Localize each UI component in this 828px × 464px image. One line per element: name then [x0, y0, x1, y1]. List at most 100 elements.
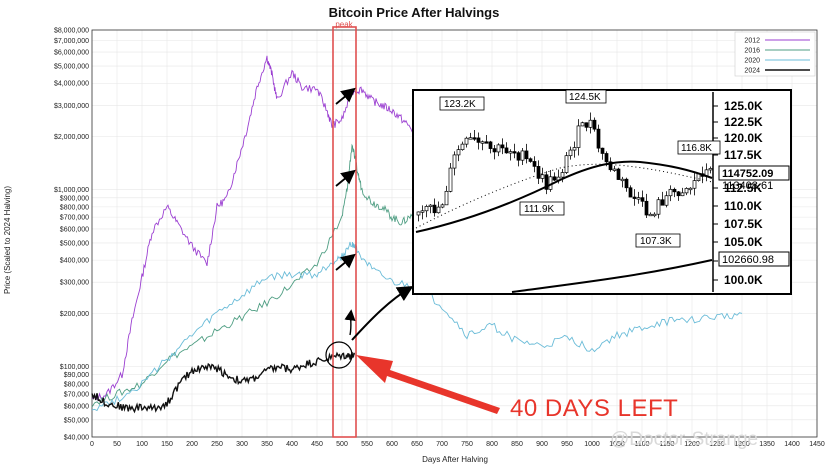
candle-body	[632, 196, 637, 199]
candle-body	[572, 147, 577, 151]
candle-body	[596, 128, 601, 149]
candle-body	[624, 178, 629, 189]
x-tick-label: 1300	[734, 441, 750, 448]
candle-body	[580, 122, 585, 127]
candle-body	[672, 188, 677, 193]
x-tick-label: 1100	[634, 441, 649, 448]
days-left-text: 40 DAYS LEFT	[510, 395, 678, 422]
x-axis-label: Days After Halving	[422, 455, 488, 464]
candle-body	[508, 151, 513, 154]
y-tick-label: $800,000	[60, 204, 89, 211]
y-tick-label: $8,000,000	[54, 28, 89, 35]
y-tick-label: $1,000,000	[54, 187, 89, 194]
candle-body	[528, 158, 533, 162]
callout-box-4	[635, 233, 681, 248]
candle-body	[680, 192, 685, 197]
series-line-2020	[91, 241, 743, 412]
y-tick-label: $90,000	[64, 372, 89, 379]
arrow-to-inset	[351, 285, 414, 341]
y-tick-label: $300,000	[60, 280, 89, 287]
candle-body	[620, 178, 625, 182]
candle-body	[516, 152, 521, 161]
candle-body	[472, 137, 477, 140]
y-tick-label: $5,000,000	[54, 64, 89, 71]
x-tick-labels: 0 50 100 150 200 250 300 350 400 450 500 550 600 650 7…	[90, 441, 825, 448]
candle-body	[628, 187, 633, 198]
callout-box-1	[439, 96, 485, 111]
peak-arrows	[335, 87, 356, 336]
x-tick-label: 350	[261, 441, 273, 448]
candle-body	[492, 148, 497, 153]
candle-body	[640, 197, 645, 202]
candle-body	[444, 190, 449, 206]
y-tick-labels: $40,000 $50,000 $60,000 $70,000 $80,000 $90,0…	[54, 28, 89, 442]
x-tick-label: 950	[561, 441, 573, 448]
x-tick-label: 450	[311, 441, 323, 448]
inset-tick-label: 100.0K	[724, 273, 763, 287]
candle-body	[656, 199, 661, 215]
red-arrow	[356, 355, 500, 414]
candle-body	[576, 125, 581, 148]
inset-price-tags: 114752.09 113408.61 102660.98	[718, 165, 790, 267]
candle-body	[512, 151, 517, 154]
candle-body	[592, 119, 597, 130]
inset-tick-label: 105.0K	[724, 235, 763, 249]
candle-body	[448, 167, 453, 192]
candle-body	[476, 137, 481, 143]
inset-tick-label: 125.0K	[724, 99, 763, 113]
callout-123-2k: 123.2K	[444, 99, 476, 110]
arrow-2024-up	[344, 309, 356, 336]
inset-moving-average-low	[511, 259, 713, 293]
x-tick-label: 1050	[609, 441, 625, 448]
y-tick-label: $500,000	[60, 240, 89, 247]
candle-body	[668, 188, 673, 197]
x-tick-label: 400	[286, 441, 298, 448]
candle-body	[588, 119, 593, 128]
candle-body	[600, 147, 605, 154]
candle-body	[536, 166, 541, 179]
candle-body	[416, 211, 421, 216]
inset-tick-label: 122.5K	[724, 115, 763, 129]
series-line-2024	[91, 351, 356, 414]
inset-tick-label: 107.5K	[724, 217, 763, 231]
legend-label-2024: 2024	[744, 68, 760, 75]
candle-body	[616, 168, 621, 180]
y-tick-label: $100,000	[60, 364, 89, 371]
x-tick-label: 900	[536, 441, 548, 448]
inset-tick-label: 117.5K	[724, 148, 762, 162]
y-tick-label: $80,000	[64, 381, 89, 388]
callout-box-2	[565, 89, 607, 104]
candle-body	[520, 150, 525, 161]
candle-body	[468, 137, 473, 140]
y-tick-label: $50,000	[64, 417, 89, 424]
candle-body	[540, 174, 545, 179]
x-tick-label: 100	[136, 441, 148, 448]
candle-body	[480, 141, 485, 144]
inset-tick-label: 120.0K	[724, 131, 763, 145]
peak-label: peak	[335, 20, 353, 29]
candle-body	[488, 141, 493, 149]
candle-body	[564, 155, 569, 173]
x-tick-label: 250	[211, 441, 223, 448]
callout-124-5k: 124.5K	[569, 92, 601, 103]
candle-body	[652, 213, 657, 217]
y-tick-label: $600,000	[60, 226, 89, 233]
candle-body	[612, 168, 617, 171]
candle-body	[496, 144, 501, 153]
x-tick-label: 200	[186, 441, 198, 448]
candle-body	[688, 187, 693, 191]
price-tag-current	[718, 165, 790, 181]
candle-body	[708, 168, 713, 171]
x-tick-label: 500	[336, 441, 348, 448]
x-tick-label: 700	[436, 441, 448, 448]
price-tag-low-text: 102660.98	[722, 254, 774, 266]
candle-body	[664, 195, 669, 206]
callout-111-9k: 111.9K	[524, 204, 555, 215]
y-tick-label: $6,000,000	[54, 50, 89, 57]
watermark: @Doctor-Strange	[610, 429, 758, 450]
callout-116-8k: 116.8K	[681, 143, 712, 154]
inset-tick-label: 110.0K	[724, 199, 762, 213]
legend: 2012 2016 2020 2024	[734, 31, 816, 77]
candle-body	[552, 176, 557, 181]
